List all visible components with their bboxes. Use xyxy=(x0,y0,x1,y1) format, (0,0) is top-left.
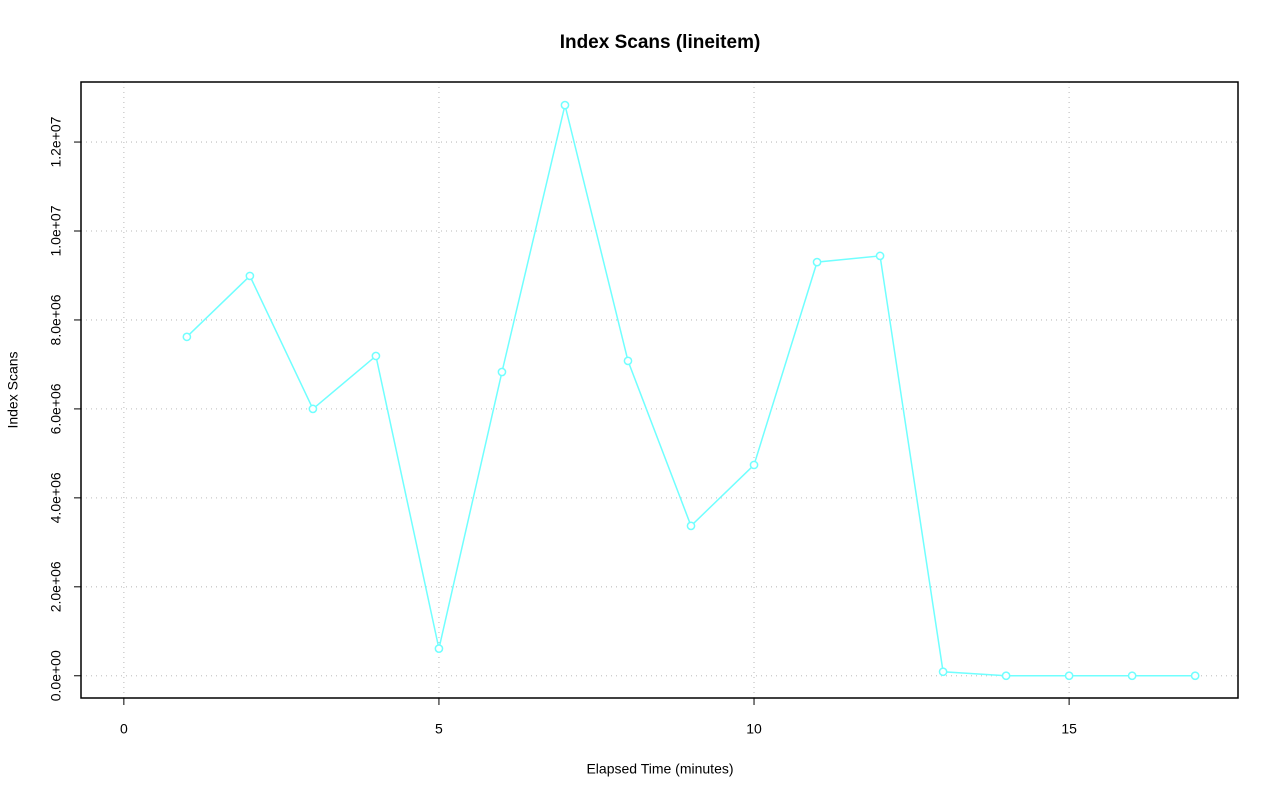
data-point xyxy=(434,644,444,653)
x-tick-label: 10 xyxy=(746,721,762,737)
data-point xyxy=(308,404,318,414)
data-point xyxy=(560,100,570,110)
data-point xyxy=(623,356,633,366)
data-point xyxy=(938,667,948,677)
y-tick-label: 4.0e+06 xyxy=(48,472,64,523)
data-point xyxy=(812,257,822,267)
data-point xyxy=(749,460,759,470)
data-point xyxy=(371,351,381,361)
data-line xyxy=(186,104,1196,677)
x-tick-label: 15 xyxy=(1061,721,1077,737)
data-point xyxy=(1190,671,1200,681)
y-axis-label: Index Scans xyxy=(5,351,21,428)
data-point xyxy=(182,332,192,342)
y-tick-label: 0.0e+00 xyxy=(48,650,64,701)
data-point xyxy=(875,251,885,261)
plot-area: 0 5 10 15 0.0e+00 2.0e+06 4.0e+06 6.0e+06 8.0e+0… xyxy=(48,82,1238,737)
y-tick-label: 2.0e+06 xyxy=(48,561,64,612)
chart-title: Index Scans (lineitem) xyxy=(560,32,761,53)
data-point xyxy=(245,271,255,281)
data-point xyxy=(1127,671,1137,681)
y-tick-label: 8.0e+06 xyxy=(48,294,64,345)
data-point xyxy=(497,367,507,377)
y-tick-label: 6.0e+06 xyxy=(48,383,64,434)
data-point xyxy=(686,521,696,531)
plot-frame xyxy=(80,81,1239,699)
y-tick-label: 1.0e+07 xyxy=(48,205,64,256)
y-tick-label: 1.2e+07 xyxy=(48,116,64,167)
x-axis-label: Elapsed Time (minutes) xyxy=(586,761,733,777)
x-tick-label: 5 xyxy=(435,721,443,737)
data-point xyxy=(1001,671,1011,681)
data-point xyxy=(1064,671,1074,681)
x-tick-label: 0 xyxy=(120,721,128,737)
